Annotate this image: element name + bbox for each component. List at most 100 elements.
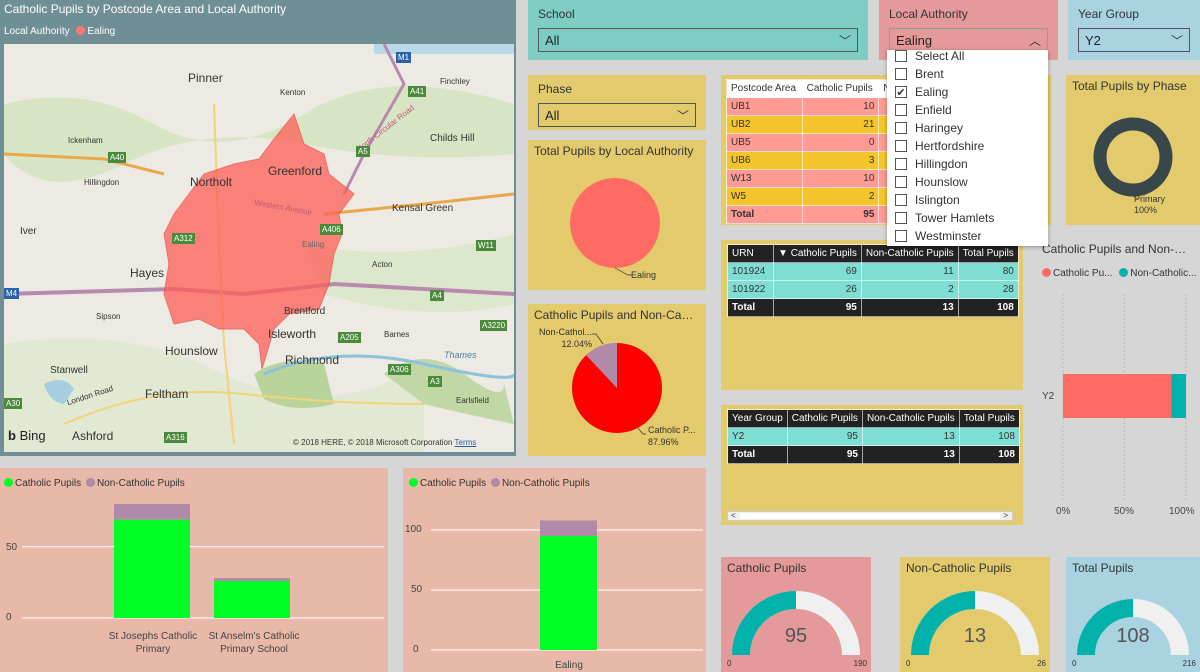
gauge-visual[interactable]: Catholic Pupils 95 0 190 [721, 557, 871, 672]
dropdown-item[interactable]: Haringey [887, 119, 1048, 137]
table-row[interactable]: UB1 10 [726, 97, 896, 116]
year-table-visual[interactable]: Year Group Catholic Pupils Non-Catholic … [721, 405, 1023, 525]
legend-item[interactable]: Non-Catholic... [1130, 268, 1197, 279]
pie-slice-ealing[interactable] [570, 178, 660, 268]
checkbox-icon[interactable] [895, 194, 907, 206]
donut-phase-visual[interactable]: Total Pupils by Phase Primary 100% [1066, 75, 1200, 225]
dropdown-item[interactable]: Select All [887, 50, 1048, 65]
checkbox-icon[interactable] [895, 122, 907, 134]
legend-item[interactable]: Non-Catholic Pupils [501, 478, 590, 489]
table-row[interactable]: W13 10 [726, 169, 896, 188]
table-row[interactable]: UB6 3 [726, 151, 896, 170]
hbar-legend: Catholic Pu... Non-Catholic... [1042, 268, 1196, 279]
scroll-right-icon[interactable]: > [1003, 511, 1008, 520]
gauge-fill[interactable] [732, 591, 797, 656]
dropdown-item[interactable]: Tower Hamlets [887, 209, 1048, 227]
dropdown-item[interactable]: Enfield [887, 101, 1048, 119]
ealing-region[interactable] [163, 112, 355, 370]
year-group-slicer[interactable]: Year Group Y2 ﹀ [1068, 0, 1200, 60]
bar-segment[interactable] [214, 580, 290, 618]
checkbox-checked-icon[interactable]: ✔ [895, 86, 907, 99]
local-authority-label: Local Authority [889, 7, 968, 21]
pie-slice-non-catholic[interactable] [586, 343, 617, 388]
col-header[interactable]: Non-Catholic Pupils [861, 409, 960, 428]
scroll-thumb[interactable] [740, 513, 1000, 519]
legend-item[interactable]: Non-Catholic Pupils [96, 478, 185, 489]
pie-cat-chart [572, 333, 662, 435]
dropdown-item[interactable]: Hillingdon [887, 155, 1048, 173]
checkbox-icon[interactable] [895, 158, 907, 170]
pie-cat-visual[interactable]: Catholic Pupils and Non-Catholi... Non-C… [528, 304, 706, 456]
col-header[interactable]: Postcode Area [726, 79, 803, 98]
urn-table-visual[interactable]: URN ▼ Catholic Pupils Non-Catholic Pupil… [721, 240, 1023, 390]
col-header[interactable]: Catholic Pupils [801, 79, 880, 98]
legend-item[interactable]: Catholic Pu... [1053, 268, 1113, 279]
map-canvas[interactable] [4, 44, 514, 452]
la-bar-visual[interactable]: Catholic Pupils Non-Catholic Pupils 0 50… [403, 468, 706, 672]
dropdown-item[interactable]: Hounslow [887, 173, 1048, 191]
dropdown-item[interactable]: Westminster [887, 227, 1048, 245]
dropdown-item[interactable]: Islington [887, 191, 1048, 209]
table-cell: 13 [861, 427, 960, 446]
gauge-fill[interactable] [911, 591, 976, 656]
checkbox-icon[interactable] [895, 176, 907, 188]
pie-la-label: Ealing [631, 270, 657, 280]
col-header[interactable]: Year Group [727, 409, 788, 428]
checkbox-icon[interactable] [895, 104, 907, 116]
y-tick: 0 [413, 644, 419, 655]
table-row[interactable]: UB5 0 [726, 133, 896, 152]
bar-segment[interactable] [1063, 374, 1172, 418]
legend-dot-icon [76, 26, 86, 35]
col-header[interactable]: URN [727, 244, 774, 263]
col-header[interactable]: ▼ Catholic Pupils [773, 244, 862, 263]
table-row[interactable]: 101924 69 11 80 [727, 262, 1019, 281]
table-row[interactable]: Y2 95 13 108 [727, 427, 1020, 446]
map-visual[interactable]: Catholic Pupils by Postcode Area and Loc… [0, 0, 516, 456]
school-slicer[interactable]: School All ﹀ [528, 0, 868, 60]
donut-segment-primary[interactable] [1093, 117, 1173, 197]
checkbox-icon[interactable] [895, 68, 907, 80]
school-bar-visual[interactable]: Catholic Pupils Non-Catholic Pupils 0 50… [0, 468, 388, 672]
phase-dropdown[interactable]: All ﹀ [538, 103, 696, 127]
checkbox-icon[interactable] [895, 212, 907, 224]
table-row[interactable]: 101922 26 2 28 [727, 280, 1019, 299]
dropdown-item-label: Tower Hamlets [915, 211, 995, 225]
checkbox-icon[interactable] [895, 140, 907, 152]
table-cell: 108 [958, 445, 1020, 464]
table-row[interactable]: UB2 21 [726, 115, 896, 134]
col-header[interactable]: Non-Catholic Pupils [860, 244, 959, 263]
col-header[interactable]: Catholic Pupils [786, 409, 863, 428]
year-group-dropdown[interactable]: Y2 ﹀ [1078, 28, 1190, 52]
dropdown-item-label: Enfield [915, 103, 952, 117]
terms-link[interactable]: Terms [454, 438, 477, 447]
checkbox-icon[interactable] [895, 230, 907, 242]
hbar-visual[interactable]: Catholic Pupils and Non-Cath... Catholic… [1036, 238, 1200, 528]
bar-segment[interactable] [114, 519, 190, 618]
table-cell: 10 [801, 169, 880, 188]
horizontal-scrollbar[interactable]: < > [727, 511, 1013, 521]
bar-segment[interactable] [1171, 374, 1186, 418]
bar-segment[interactable] [540, 520, 597, 536]
local-authority-dropdown-list[interactable]: Select All Brent ✔ Ealing Enfield Haringey Her… [887, 50, 1048, 246]
phase-slicer[interactable]: Phase All ﹀ [528, 75, 706, 130]
bar-segment[interactable] [540, 536, 597, 650]
scroll-left-icon[interactable]: < [731, 511, 736, 520]
dropdown-item[interactable]: Hertfordshire [887, 137, 1048, 155]
legend-item[interactable]: Catholic Pupils [15, 478, 82, 489]
gauge-fill[interactable] [1077, 599, 1134, 656]
legend-item[interactable]: Catholic Pupils [420, 478, 487, 489]
gauge-visual[interactable]: Non-Catholic Pupils 13 0 26 [900, 557, 1050, 672]
table-cell: 95 [773, 298, 862, 317]
bar-segment[interactable] [114, 504, 190, 520]
pie-la-visual[interactable]: Total Pupils by Local Authority Ealing [528, 140, 706, 290]
gauge-visual[interactable]: Total Pupils 108 0 216 [1066, 557, 1200, 672]
local-authority-dropdown[interactable]: Ealing ︿ [889, 28, 1048, 52]
dropdown-item[interactable]: Brent [887, 65, 1048, 83]
col-header[interactable]: Total Pupils [957, 244, 1019, 263]
col-header[interactable]: Total Pupils [958, 409, 1020, 428]
checkbox-icon[interactable] [895, 50, 907, 62]
dropdown-item[interactable]: ✔ Ealing [887, 83, 1048, 101]
school-dropdown[interactable]: All ﹀ [538, 28, 858, 52]
table-row[interactable]: W5 2 [726, 187, 896, 206]
bar-segment[interactable] [214, 578, 290, 581]
